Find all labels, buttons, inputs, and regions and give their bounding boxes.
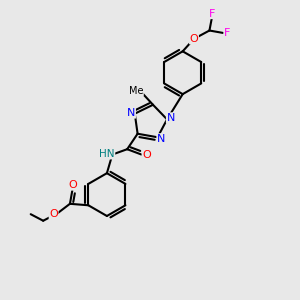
Text: F: F <box>224 28 230 38</box>
Text: N: N <box>167 113 175 123</box>
Text: O: O <box>49 209 58 219</box>
Text: HN: HN <box>99 149 115 159</box>
Text: O: O <box>190 34 198 44</box>
Text: O: O <box>142 149 151 160</box>
Text: N: N <box>127 108 135 118</box>
Text: O: O <box>68 180 77 190</box>
Text: F: F <box>208 9 215 19</box>
Text: Me: Me <box>129 85 143 95</box>
Text: N: N <box>157 134 165 144</box>
